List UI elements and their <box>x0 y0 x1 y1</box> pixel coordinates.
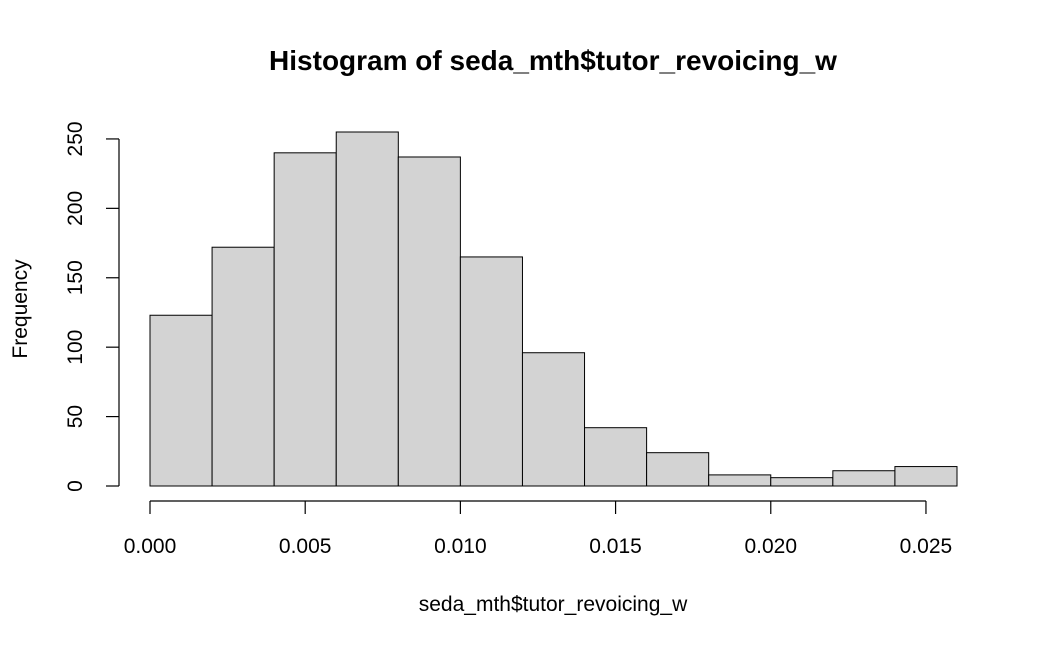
y-axis-label: Frequency <box>9 259 32 359</box>
histogram-bar-11 <box>832 470 896 487</box>
x-tick-label-3: 0.015 <box>589 535 642 558</box>
x-axis-label: seda_mth$tutor_revoicing_w <box>419 593 688 616</box>
histogram-bar-10 <box>770 477 834 487</box>
chart-title: Histogram of seda_mth$tutor_revoicing_w <box>269 45 837 76</box>
histogram-bar-12 <box>894 466 958 487</box>
histogram-bar-8 <box>646 452 710 487</box>
y-tick-label-3: 150 <box>64 260 87 295</box>
x-tick-label-5: 0.025 <box>900 535 953 558</box>
histogram-bar-5 <box>459 256 523 487</box>
x-tick-label-1: 0.005 <box>279 535 332 558</box>
y-axis: 0 50 100 150 200 250 <box>64 121 120 492</box>
histogram-bar-3 <box>335 131 399 487</box>
histogram-bar-7 <box>584 427 648 487</box>
x-tick-label-4: 0.020 <box>744 535 797 558</box>
histogram-bar-0 <box>149 314 213 487</box>
y-tick-label-5: 250 <box>64 121 87 156</box>
histogram-bar-1 <box>211 246 275 487</box>
y-tick-label-2: 100 <box>64 330 87 365</box>
x-tick-label-2: 0.010 <box>434 535 487 558</box>
bars-group <box>149 131 958 487</box>
x-tick-label-0: 0.000 <box>124 535 177 558</box>
histogram-bar-2 <box>273 152 337 487</box>
histogram-bar-6 <box>521 352 586 487</box>
y-tick-label-1: 50 <box>64 405 87 428</box>
x-axis: 0.000 0.005 0.010 0.015 0.020 0.025 <box>124 500 953 558</box>
y-tick-label-4: 200 <box>64 191 87 226</box>
histogram-bar-9 <box>708 474 772 487</box>
y-tick-label-0: 0 <box>64 480 87 492</box>
histogram-bar-4 <box>397 156 461 487</box>
